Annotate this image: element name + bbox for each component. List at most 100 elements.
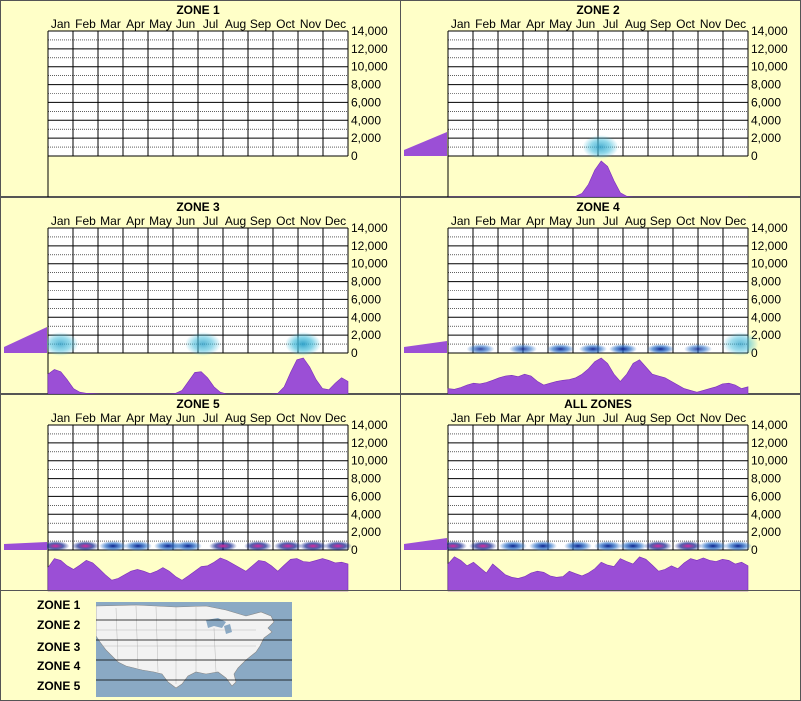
month-label: Dec — [325, 17, 346, 31]
month-label: Apr — [526, 411, 545, 425]
zone-chart-svg: ZONE 3 Jan Feb Mar Apr May Jun Jul Aug Sep Oct Nov D… — [4, 200, 388, 395]
month-label: Dec — [325, 411, 346, 425]
month-label: Feb — [75, 411, 96, 425]
heat-blob — [646, 344, 675, 354]
heat-blob — [244, 541, 272, 551]
legend-zone-2: ZONE 2 — [37, 618, 81, 632]
y-tick-label: 2,000 — [751, 328, 781, 342]
legend-zone-1: ZONE 1 — [37, 598, 81, 612]
y-tick-label: 12,000 — [351, 436, 388, 450]
month-label: Oct — [676, 17, 695, 31]
month-label: Dec — [325, 214, 346, 228]
heat-blob — [722, 332, 759, 356]
month-label: Jan — [451, 214, 470, 228]
y-tick-label: 10,000 — [351, 60, 388, 74]
month-label: Jan — [451, 17, 470, 31]
month-label: Sep — [250, 214, 272, 228]
y-tick-label: 14,000 — [351, 418, 388, 432]
heat-blob — [564, 541, 592, 551]
y-tick-label: 8,000 — [751, 275, 781, 289]
month-label: Jul — [203, 411, 218, 425]
heat-blob — [124, 541, 152, 551]
month-label: Nov — [700, 17, 721, 31]
month-label: Dec — [725, 214, 746, 228]
y-tick-label: 14,000 — [751, 24, 788, 38]
y-tick-label: 6,000 — [751, 489, 781, 503]
month-label: Jun — [576, 411, 595, 425]
y-tick-label: 4,000 — [751, 113, 781, 127]
heat-blob — [99, 541, 127, 551]
heat-blob — [644, 541, 672, 551]
zone-chart-svg: ZONE 2 Jan Feb Mar Apr May Jun Jul Aug Sep Oct Nov D… — [404, 3, 788, 198]
heat-blob — [699, 541, 727, 551]
y-tick-label: 0 — [751, 149, 758, 163]
month-label: Jun — [176, 17, 195, 31]
y-tick-label: 6,000 — [351, 292, 381, 306]
y-tick-label: 8,000 — [351, 78, 381, 92]
month-label: Jan — [451, 411, 470, 425]
y-tick-label: 8,000 — [351, 275, 381, 289]
y-tick-label: 4,000 — [351, 113, 381, 127]
month-label: Nov — [300, 214, 321, 228]
us-zone-map — [96, 602, 292, 697]
heat-blob — [274, 541, 302, 551]
y-tick-label: 14,000 — [351, 24, 388, 38]
seasonal-profile-area — [47, 557, 349, 592]
zone-panel-2: ZONE 2 Jan Feb Mar Apr May Jun Jul Aug Sep Oct Nov D… — [400, 0, 801, 198]
legend-zone-5: ZONE 5 — [37, 679, 81, 693]
month-label: Oct — [676, 214, 695, 228]
month-label: Aug — [225, 17, 246, 31]
month-label: Jan — [51, 17, 70, 31]
zone-panel-6: ALL ZONES Jan Feb Mar Apr May Jun Jul Aug Sep Oct N… — [400, 394, 801, 592]
month-label: Aug — [625, 17, 646, 31]
y-tick-label: 2,000 — [351, 328, 381, 342]
y-tick-label: 12,000 — [751, 436, 788, 450]
heat-blob — [154, 541, 182, 551]
zone-panel-4: ZONE 4 Jan Feb Mar Apr May Jun Jul Aug Sep Oct Nov D… — [400, 197, 801, 395]
y-tick-label: 4,000 — [751, 310, 781, 324]
heat-blob — [285, 332, 321, 356]
legend-zone-3: ZONE 3 — [37, 640, 81, 654]
elevation-wedge — [404, 341, 447, 353]
month-label: Feb — [475, 17, 496, 31]
month-label: Jun — [176, 214, 195, 228]
y-tick-label: 2,000 — [351, 131, 381, 145]
y-tick-label: 8,000 — [751, 78, 781, 92]
heat-blob — [469, 541, 497, 551]
elevation-wedge — [4, 327, 47, 353]
seasonal-profile-area — [447, 357, 749, 395]
month-label: Sep — [650, 411, 672, 425]
heat-blob — [174, 541, 202, 551]
heat-blob — [466, 344, 495, 354]
seasonal-profile-area — [448, 160, 748, 198]
heat-blob — [71, 541, 100, 551]
panel-title: ZONE 1 — [176, 3, 220, 17]
month-label: Nov — [300, 17, 321, 31]
heat-blob — [529, 541, 557, 551]
month-label: May — [549, 214, 572, 228]
y-tick-label: 14,000 — [751, 221, 788, 235]
heat-blob — [299, 541, 327, 551]
y-tick-label: 0 — [351, 543, 358, 557]
month-label: Jul — [603, 411, 618, 425]
month-label: Jul — [603, 17, 618, 31]
heat-blob — [185, 332, 221, 356]
month-label: Sep — [250, 411, 272, 425]
y-tick-label: 6,000 — [751, 95, 781, 109]
y-tick-label: 10,000 — [351, 454, 388, 468]
month-label: Sep — [650, 17, 672, 31]
month-label: May — [549, 17, 572, 31]
heat-blob — [724, 541, 752, 551]
month-label: Feb — [475, 214, 496, 228]
y-tick-label: 4,000 — [351, 507, 381, 521]
y-tick-label: 10,000 — [751, 454, 788, 468]
y-tick-label: 4,000 — [751, 507, 781, 521]
month-label: Jan — [51, 214, 70, 228]
y-tick-label: 4,000 — [351, 310, 381, 324]
y-tick-label: 10,000 — [751, 257, 788, 271]
heat-blob — [619, 541, 647, 551]
month-label: May — [149, 214, 172, 228]
month-label: Jul — [203, 17, 218, 31]
panel-title: ZONE 3 — [176, 200, 220, 214]
y-tick-label: 12,000 — [751, 239, 788, 253]
